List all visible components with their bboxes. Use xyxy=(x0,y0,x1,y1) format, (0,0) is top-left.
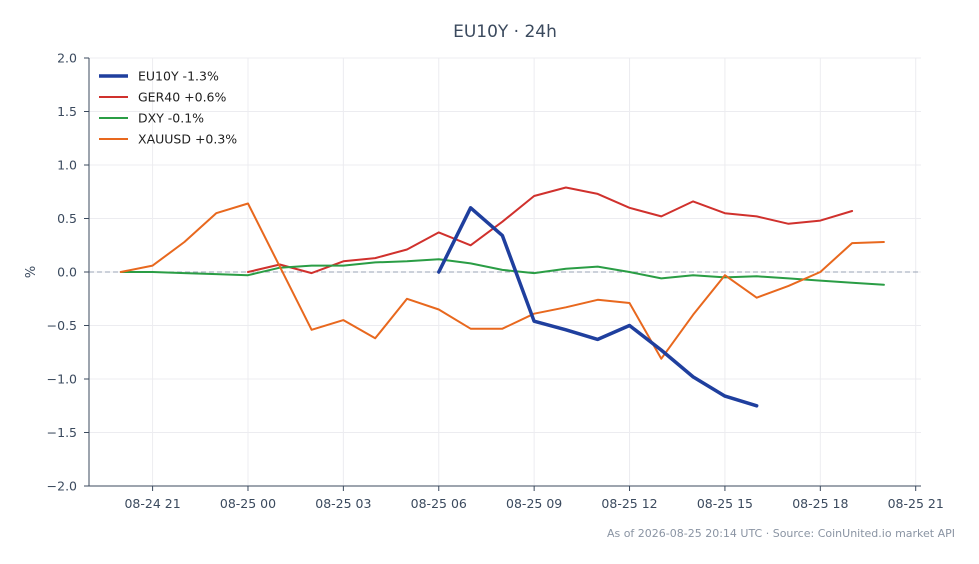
series-line-0 xyxy=(437,206,759,408)
series-line-3 xyxy=(119,202,885,360)
series-line-2 xyxy=(119,258,885,286)
chart-title: EU10Y · 24h xyxy=(453,22,557,42)
axes: −2.0 −1.5 −1.0 −0.5 0.0 0.5 1.0 1.5 2.0 08-24 21 0… xyxy=(47,51,944,512)
y-axis-label: % xyxy=(24,266,39,278)
y-tick-label-3: −0.5 xyxy=(47,318,77,333)
y-tick-label-8: 2.0 xyxy=(57,51,77,66)
x-tick-label-1: 08-25 00 xyxy=(220,496,276,511)
x-tick-label-2: 08-25 03 xyxy=(315,496,371,511)
y-tick-label-6: 1.0 xyxy=(57,158,77,173)
source-footer: As of 2026-08-25 20:14 UTC · Source: Coi… xyxy=(607,527,955,540)
y-tick-label-4: 0.0 xyxy=(57,265,77,280)
legend-label-3: XAUUSD +0.3% xyxy=(138,132,237,147)
legend-label-1: GER40 +0.6% xyxy=(138,90,227,105)
x-tick-label-5: 08-25 12 xyxy=(601,496,657,511)
x-tick-label-3: 08-25 06 xyxy=(411,496,467,511)
y-tick-label-2: −1.0 xyxy=(47,372,77,387)
x-tick-label-4: 08-25 09 xyxy=(506,496,562,511)
legend-label-2: DXY -0.1% xyxy=(138,111,204,126)
x-tick-label-6: 08-25 15 xyxy=(697,496,753,511)
x-tick-label-0: 08-24 21 xyxy=(124,496,180,511)
legend-label-0: EU10Y -1.3% xyxy=(138,69,219,84)
legend: EU10Y -1.3% GER40 +0.6% DXY -0.1% XAUUSD +0… xyxy=(99,69,237,147)
y-tick-label-7: 1.5 xyxy=(57,104,77,119)
x-tick-label-7: 08-25 18 xyxy=(792,496,848,511)
y-tick-label-5: 0.5 xyxy=(57,211,77,226)
y-tick-label-1: −1.5 xyxy=(47,425,77,440)
series-lines xyxy=(119,186,885,408)
series-line-1 xyxy=(247,186,854,275)
y-tick-label-0: −2.0 xyxy=(47,479,77,494)
x-tick-label-8: 08-25 21 xyxy=(888,496,944,511)
